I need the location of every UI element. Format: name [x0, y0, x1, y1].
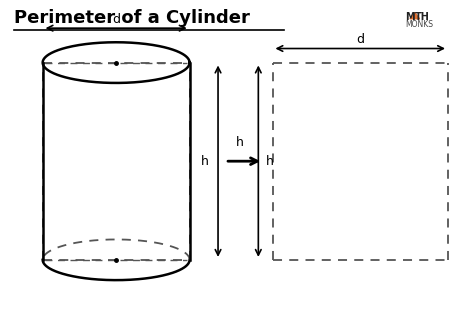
Polygon shape	[410, 13, 419, 19]
Text: h: h	[236, 136, 243, 149]
Text: M: M	[405, 12, 415, 22]
Text: MONKS: MONKS	[405, 20, 433, 29]
Text: d: d	[112, 13, 120, 26]
Text: h: h	[201, 155, 209, 168]
Text: h: h	[265, 155, 273, 168]
Text: Perimeter of a Cylinder: Perimeter of a Cylinder	[14, 9, 250, 28]
Text: TH: TH	[415, 12, 429, 22]
Text: d: d	[356, 33, 364, 46]
